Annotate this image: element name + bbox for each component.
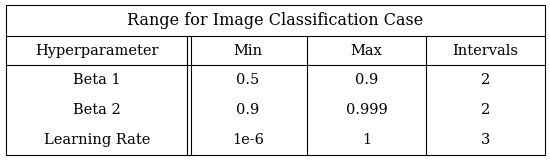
- Text: Beta 2: Beta 2: [73, 103, 121, 117]
- Text: 2: 2: [481, 103, 490, 117]
- Text: 0.999: 0.999: [346, 103, 388, 117]
- Text: Range for Image Classification Case: Range for Image Classification Case: [127, 12, 423, 29]
- Text: 1e-6: 1e-6: [232, 133, 264, 147]
- Text: Min: Min: [234, 44, 262, 58]
- Text: 2: 2: [481, 73, 490, 87]
- Text: 1: 1: [362, 133, 371, 147]
- Text: 0.9: 0.9: [236, 103, 260, 117]
- Text: Max: Max: [351, 44, 383, 58]
- Text: Hyperparameter: Hyperparameter: [35, 44, 159, 58]
- Text: Intervals: Intervals: [452, 44, 518, 58]
- Text: 0.9: 0.9: [355, 73, 378, 87]
- Text: Beta 1: Beta 1: [73, 73, 121, 87]
- Text: 0.5: 0.5: [236, 73, 260, 87]
- Text: Learning Rate: Learning Rate: [44, 133, 150, 147]
- Text: 3: 3: [481, 133, 490, 147]
